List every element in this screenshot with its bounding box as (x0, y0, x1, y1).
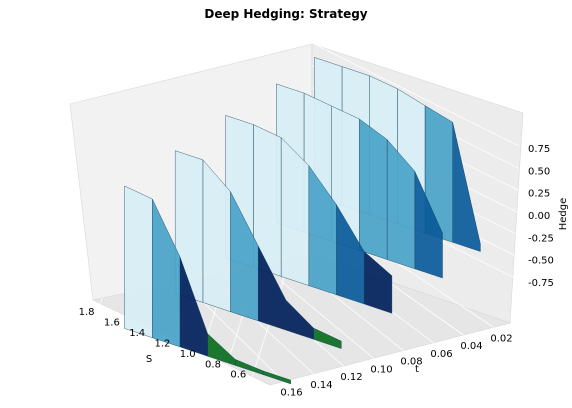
z-tick-label: 0.00 (528, 211, 550, 222)
x-tick-label: 1.0 (180, 349, 196, 360)
x-tick-label: 1.2 (154, 338, 170, 349)
x-tick-label: 1.4 (129, 328, 145, 339)
y-gridline (389, 257, 494, 328)
y-tick-label: 0.08 (400, 357, 422, 368)
axis-ticks: 1.8 1.6 1.4 1.2 1.0 0.8 0.6 0.16 0.14 0.12 0.10 0.0… (79, 144, 554, 399)
z-tick-label: -0.75 (528, 278, 554, 289)
x-gridline (100, 297, 103, 304)
y-tick-label: 0.10 (370, 364, 392, 375)
z-tick-label: 0.25 (528, 189, 550, 200)
z-tick-label: -0.50 (528, 256, 554, 267)
y-gridline (280, 280, 374, 359)
surface-strip (359, 118, 388, 260)
z-tick-label: 0.75 (528, 144, 550, 155)
x-axis-label: S (146, 354, 152, 365)
y-tick-label: 0.16 (280, 388, 302, 399)
z-tick-label: 0.50 (528, 166, 550, 177)
y-tick-label: 0.02 (490, 333, 512, 344)
chart-title: Deep Hedging: Strategy (204, 7, 367, 21)
z-axis-label: Hedge (558, 198, 569, 231)
x-tick-label: 1.8 (79, 307, 95, 318)
y-tick-label: 0.12 (340, 372, 362, 383)
x-tick-label: 0.6 (230, 370, 246, 381)
x-tick-label: 1.6 (104, 318, 120, 329)
y-axis-label: t (415, 364, 419, 375)
hedge-surface (124, 57, 481, 385)
surface-strip (124, 185, 153, 338)
y-tick-label: 0.14 (310, 380, 332, 391)
z-tick-label: -0.25 (528, 233, 554, 244)
y-tick-label: 0.06 (430, 349, 452, 360)
y-gridline (198, 297, 284, 382)
x-tick-label: 0.8 (205, 359, 221, 370)
z-gridline (311, 42, 520, 147)
y-tick-label: 0.04 (460, 341, 482, 352)
